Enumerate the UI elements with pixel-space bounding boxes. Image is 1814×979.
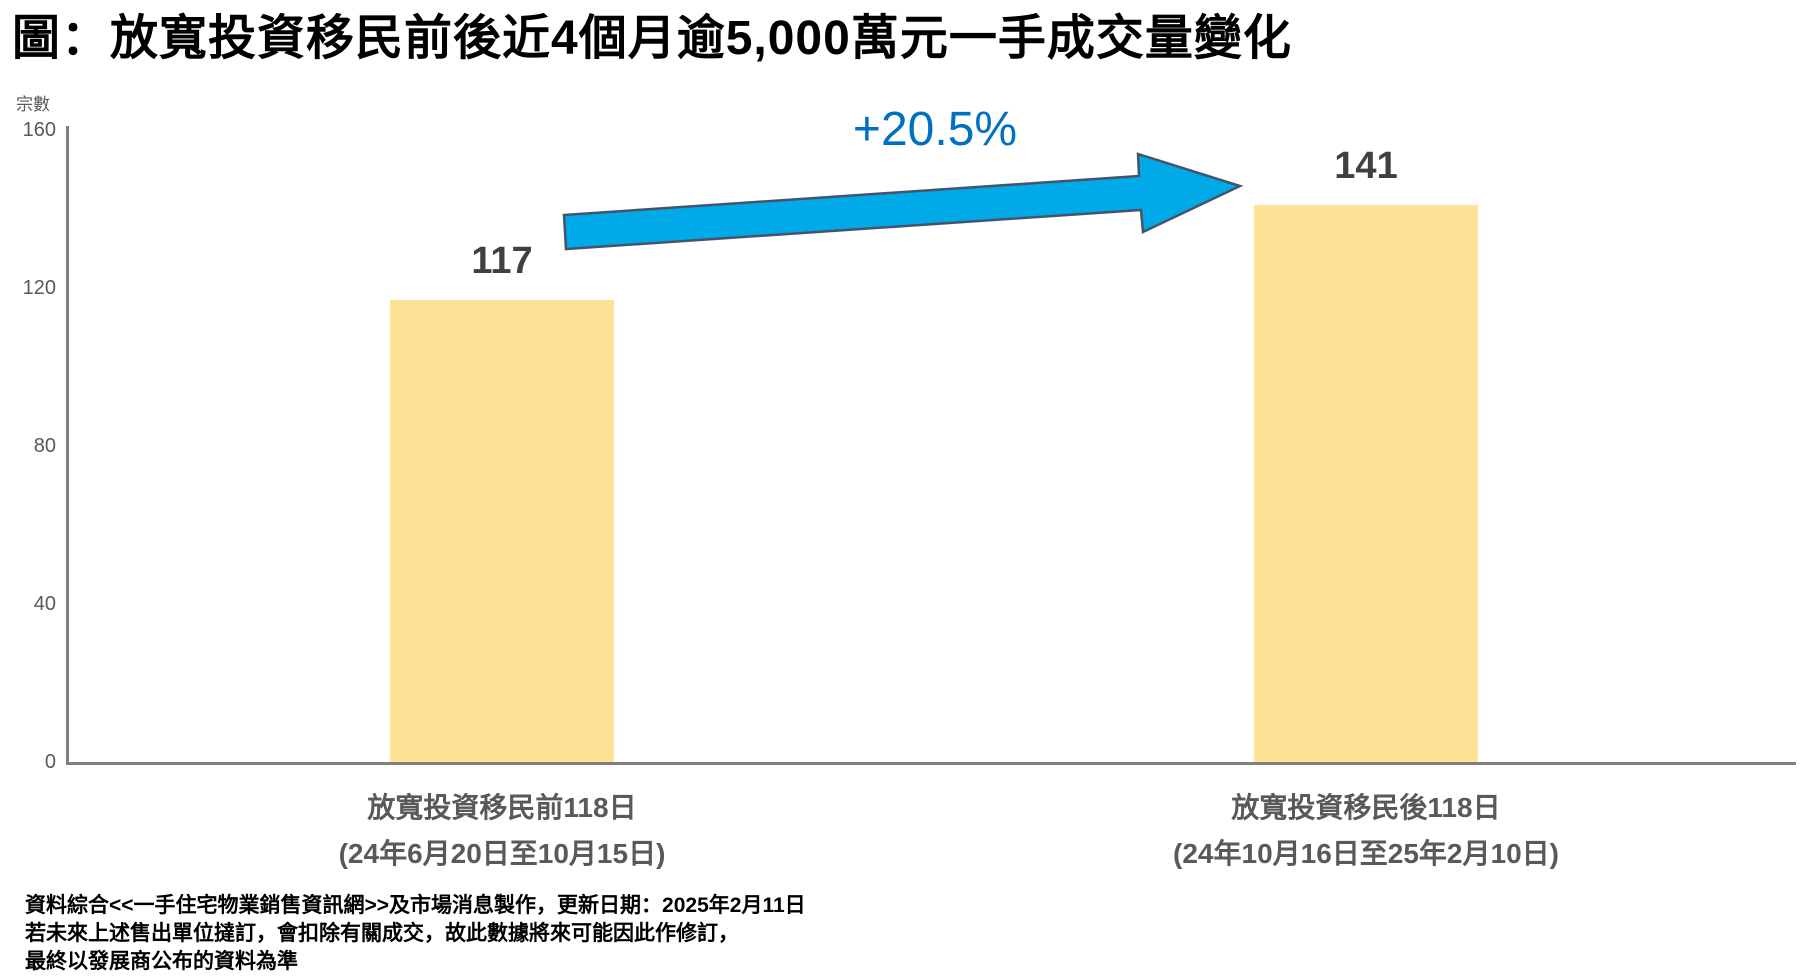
category-date-range: (24年10月16日至25年2月10日)	[1173, 838, 1559, 869]
category-name: 放寬投資移民後118日	[1231, 792, 1501, 823]
y-tick-label: 40	[33, 593, 56, 615]
category-name: 放寬投資移民前118日	[367, 792, 637, 823]
y-axis-ticks: 0 40 80 120 160	[0, 120, 56, 772]
plot-area: 117 141	[68, 130, 1795, 762]
source-footnote: 資料綜合<<一手住宅物業銷售資訊網>>及市場消息製作，更新日期：2025年2月1…	[25, 892, 806, 976]
category-date-range: (24年6月20日至10月15日)	[338, 838, 666, 869]
y-tick-label: 0	[44, 751, 56, 773]
y-axis-line	[66, 126, 69, 765]
bar-value-label: 117	[471, 239, 533, 282]
footnote-line: 資料綜合<<一手住宅物業銷售資訊網>>及市場消息製作，更新日期：2025年2月1…	[25, 894, 806, 917]
chart-title: 圖：放寬投資移民前後近4個月逾5,000萬元一手成交量變化	[12, 12, 1292, 65]
y-axis-unit-label: 宗數	[16, 95, 50, 114]
bar-value-label: 141	[1334, 145, 1398, 188]
y-tick-label: 160	[22, 119, 56, 141]
footnote-line: 最終以發展商公布的資料為準	[25, 950, 298, 973]
growth-percentage-label: +20.5%	[852, 103, 1018, 156]
y-tick-label: 80	[33, 435, 56, 457]
y-tick-label: 120	[22, 277, 56, 299]
bar-before-policy: 117	[390, 242, 614, 762]
x-axis-line	[66, 762, 1796, 765]
footnote-line: 若未來上述售出單位撻訂，會扣除有關成交，故此數據將來可能因此作修訂，	[25, 922, 739, 945]
category-label-after: 放寬投資移民後118日 (24年10月16日至25年2月10日)	[1173, 785, 1559, 877]
category-label-before: 放寬投資移民前118日 (24年6月20日至10月15日)	[339, 785, 666, 877]
bar-after-policy: 141	[1254, 147, 1478, 762]
